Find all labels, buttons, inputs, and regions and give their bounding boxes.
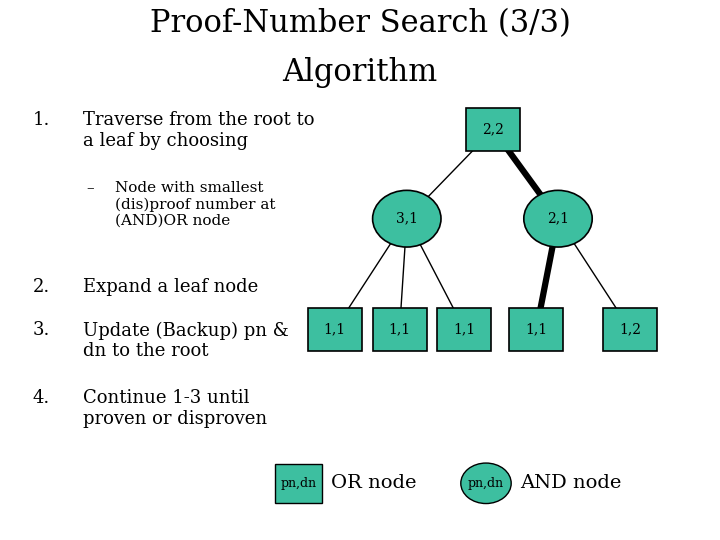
Text: 2,2: 2,2 bbox=[482, 123, 504, 137]
FancyBboxPatch shape bbox=[308, 308, 362, 351]
Text: 1,1: 1,1 bbox=[389, 322, 410, 336]
FancyBboxPatch shape bbox=[467, 108, 521, 151]
Text: Traverse from the root to
a leaf by choosing: Traverse from the root to a leaf by choo… bbox=[83, 111, 315, 150]
Text: AND node: AND node bbox=[520, 474, 621, 492]
Text: pn,dn: pn,dn bbox=[468, 477, 504, 490]
Text: Algorithm: Algorithm bbox=[282, 57, 438, 87]
Text: –: – bbox=[86, 181, 94, 195]
Text: 1,1: 1,1 bbox=[454, 322, 475, 336]
Text: OR node: OR node bbox=[331, 474, 416, 492]
Ellipse shape bbox=[461, 463, 511, 503]
FancyBboxPatch shape bbox=[275, 464, 323, 503]
Text: pn,dn: pn,dn bbox=[281, 477, 317, 490]
Text: 1,2: 1,2 bbox=[619, 322, 641, 336]
Ellipse shape bbox=[373, 190, 441, 247]
Ellipse shape bbox=[523, 190, 593, 247]
FancyBboxPatch shape bbox=[510, 308, 563, 351]
Text: Node with smallest
(dis)proof number at
(AND)OR node: Node with smallest (dis)proof number at … bbox=[115, 181, 276, 228]
Text: Expand a leaf node: Expand a leaf node bbox=[83, 278, 258, 296]
Text: 1,1: 1,1 bbox=[324, 322, 346, 336]
Text: 1,1: 1,1 bbox=[526, 322, 547, 336]
Text: Proof-Number Search (3/3): Proof-Number Search (3/3) bbox=[150, 8, 570, 39]
Text: Update (Backup) pn &
dn to the root: Update (Backup) pn & dn to the root bbox=[83, 321, 289, 360]
FancyBboxPatch shape bbox=[438, 308, 491, 351]
Text: 3,1: 3,1 bbox=[396, 212, 418, 226]
Text: 1.: 1. bbox=[32, 111, 50, 129]
FancyBboxPatch shape bbox=[373, 308, 426, 351]
Text: 4.: 4. bbox=[32, 389, 50, 407]
FancyBboxPatch shape bbox=[603, 308, 657, 351]
Text: Continue 1-3 until
proven or disproven: Continue 1-3 until proven or disproven bbox=[83, 389, 267, 428]
Text: 2,1: 2,1 bbox=[547, 212, 569, 226]
Text: 2.: 2. bbox=[32, 278, 50, 296]
Text: 3.: 3. bbox=[32, 321, 50, 339]
